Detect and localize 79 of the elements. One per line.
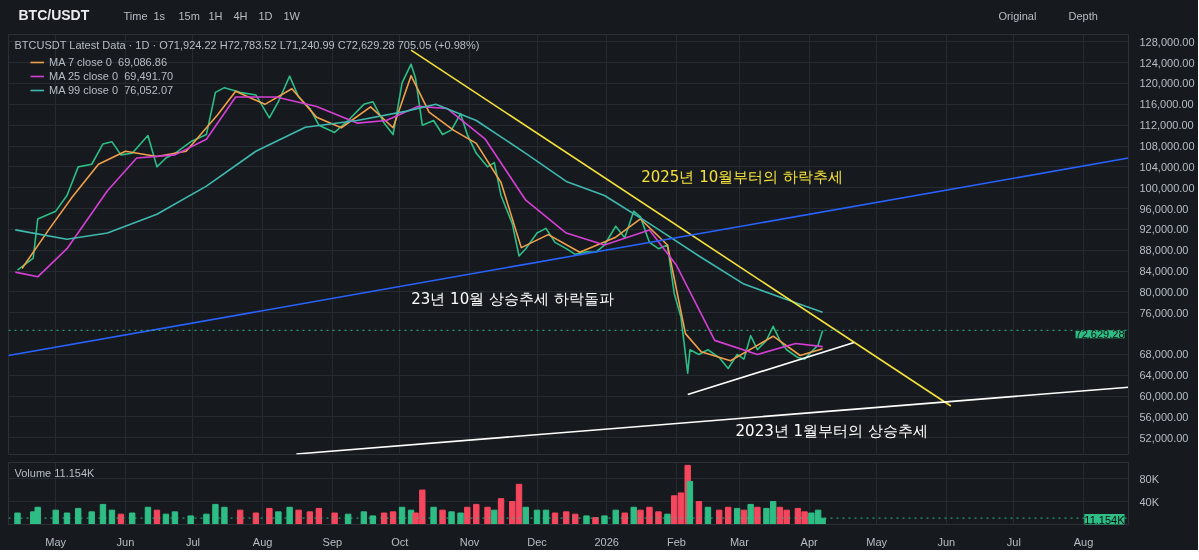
bar xyxy=(695,501,703,525)
bar xyxy=(464,506,471,525)
x-tick-label: Aug xyxy=(1073,535,1094,548)
bar xyxy=(439,509,446,525)
text: 1H xyxy=(208,9,223,22)
bar xyxy=(473,503,480,525)
x-tick-label: May xyxy=(45,535,67,548)
bar xyxy=(153,509,161,525)
bar xyxy=(715,509,723,525)
y-tick-label: 56,000.00 xyxy=(1139,410,1189,423)
y-tick-label: 116,000.00 xyxy=(1139,98,1194,111)
y-tick-label: 60,000.00 xyxy=(1139,390,1189,403)
y-tick-label: 80K xyxy=(1139,472,1160,485)
bar xyxy=(563,511,570,525)
x-tick-label: Nov xyxy=(459,535,480,548)
bar xyxy=(331,512,338,525)
bar xyxy=(646,506,653,525)
bar xyxy=(592,517,599,525)
bar xyxy=(724,506,732,525)
text: Original xyxy=(998,9,1037,22)
x-tick-label: Jul xyxy=(185,535,200,548)
text: 15m xyxy=(178,9,200,22)
legend-label: MA 99 close 0 76,052.07 xyxy=(49,84,174,96)
text: 4H xyxy=(233,9,248,22)
bar xyxy=(621,512,628,525)
text: 1W xyxy=(283,9,301,22)
y-tick-label: 52,000.00 xyxy=(1139,431,1189,444)
ref-line-label: 72,629.28 xyxy=(1075,328,1125,341)
bar xyxy=(572,513,579,525)
bar xyxy=(754,506,761,525)
x-tick-label: Feb xyxy=(666,535,686,548)
x-tick-label: Apr xyxy=(800,535,819,548)
y-tick-label: 40K xyxy=(1139,495,1160,508)
bar xyxy=(295,509,302,525)
x-tick-label: Aug xyxy=(252,535,273,548)
x-tick-label: Mar xyxy=(729,535,750,548)
annotation: 2023년 1월부터의 상승추세 xyxy=(735,422,928,441)
legend-label: MA 25 close 0 69,491.70 xyxy=(49,70,174,82)
bar xyxy=(655,511,662,525)
y-tick-label: 120,000.00 xyxy=(1139,77,1195,90)
y-tick-label: 84,000.00 xyxy=(1139,265,1189,278)
bar xyxy=(497,498,505,525)
x-tick-label: Jun xyxy=(116,535,135,548)
x-tick-label: Jun xyxy=(937,535,956,548)
text: 1D xyxy=(258,9,273,22)
x-tick-label: Dec xyxy=(527,535,548,548)
y-tick-label: 76,000.00 xyxy=(1139,306,1189,319)
bar xyxy=(236,509,244,525)
y-tick-label: 104,000.00 xyxy=(1139,160,1195,173)
x-tick-label: 2026 xyxy=(594,535,619,548)
y-tick-label: 112,000.00 xyxy=(1139,119,1194,132)
x-tick-label: Oct xyxy=(391,535,409,548)
bar xyxy=(637,509,644,525)
chart-title: Volume 11.154K xyxy=(14,466,96,479)
legend-label: MA 7 close 0 69,086.86 xyxy=(49,56,168,68)
x-tick-label: Jul xyxy=(1006,535,1021,548)
annotation: 23년 10월 상승추세 하락돌파 xyxy=(411,290,614,309)
y-tick-label: 124,000.00 xyxy=(1139,56,1195,69)
y-tick-label: 92,000.00 xyxy=(1139,223,1189,236)
y-tick-label: 128,000.00 xyxy=(1139,35,1195,48)
text: Time xyxy=(123,9,148,22)
y-tick-label: 68,000.00 xyxy=(1139,348,1189,361)
chart-title: BTC/USDT xyxy=(18,6,90,23)
y-tick-label: 88,000.00 xyxy=(1139,244,1189,257)
y-tick-label: 100,000.00 xyxy=(1139,181,1195,194)
y-tick-label: 108,000.00 xyxy=(1139,140,1195,153)
y-tick-label: 64,000.00 xyxy=(1139,369,1189,382)
text: 1s xyxy=(153,9,166,22)
bar xyxy=(740,509,748,525)
text: Depth xyxy=(1068,9,1098,22)
ref-line-label: 11.154K xyxy=(1084,514,1126,527)
bar xyxy=(484,506,491,525)
y-tick-label: 96,000.00 xyxy=(1139,202,1189,215)
x-tick-label: Sep xyxy=(322,535,343,548)
bar xyxy=(266,507,273,525)
x-tick-label: May xyxy=(866,535,888,548)
y-tick-label: 80,000.00 xyxy=(1139,285,1189,298)
chart-subtitle: BTCUSDT Latest Data · 1D · O71,924.22 H72,783.52 L71,240.99 C72,629.28 705.05 (+0.98%) xyxy=(14,38,480,51)
annotation: 2025년 10월부터의 하락추세 xyxy=(641,168,843,187)
